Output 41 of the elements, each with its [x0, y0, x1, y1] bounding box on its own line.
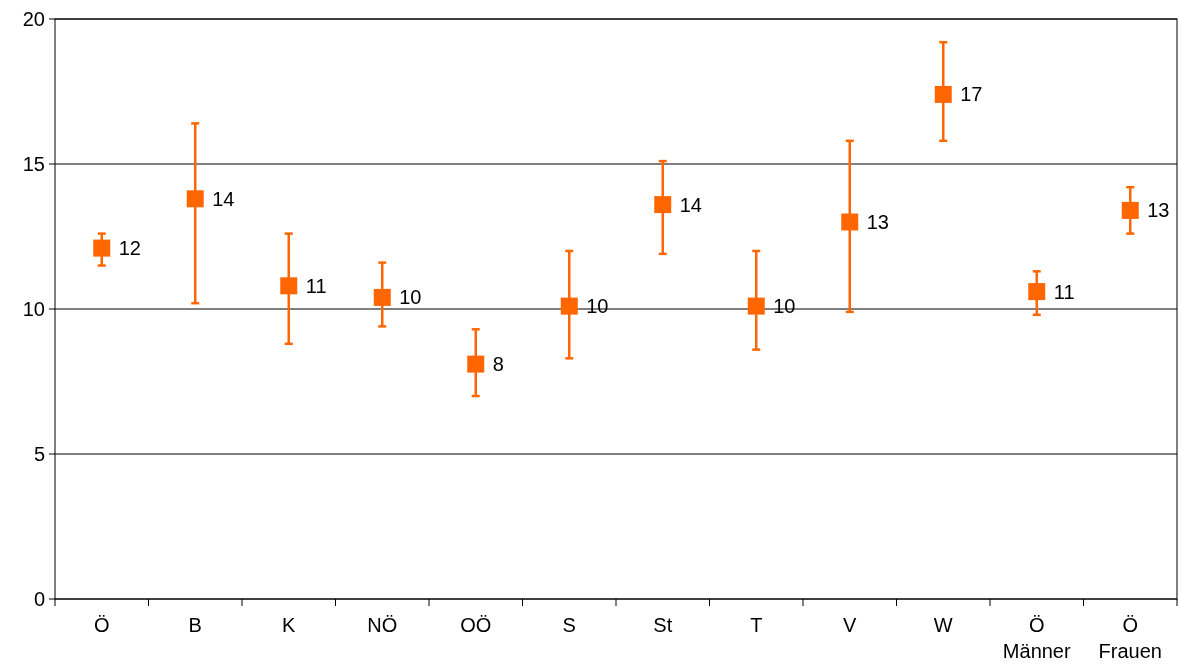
data-label: 10 — [773, 295, 796, 318]
data-label: 10 — [399, 286, 422, 309]
data-label: 17 — [960, 83, 983, 106]
x-tick-label: S — [562, 614, 576, 636]
x-tick-label: NÖ — [367, 614, 398, 636]
point — [186, 190, 204, 208]
point — [1121, 201, 1139, 219]
x-tick-label: OÖ — [460, 614, 492, 636]
point — [373, 288, 391, 306]
data-label: 10 — [586, 295, 609, 318]
x-tick-label: V — [843, 614, 858, 636]
point — [654, 196, 672, 214]
x-tick-label: T — [750, 614, 763, 636]
x-tick-label: St — [653, 614, 673, 636]
y-tick-label: 5 — [33, 443, 45, 465]
point — [841, 213, 859, 231]
point — [93, 239, 111, 257]
x-tick-label: B — [188, 614, 202, 636]
y-tick-label: 15 — [22, 153, 45, 175]
y-tick-label: 20 — [22, 8, 45, 30]
point — [934, 85, 952, 103]
data-label: 13 — [866, 211, 889, 233]
point — [747, 297, 765, 315]
data-label: 12 — [118, 237, 141, 260]
point — [560, 297, 578, 315]
x-tick-label: Ö — [93, 614, 110, 636]
data-label: 11 — [1053, 280, 1075, 303]
data-label: 14 — [212, 187, 235, 210]
y-tick-label: 0 — [33, 588, 45, 610]
point — [467, 355, 485, 373]
point — [280, 277, 298, 295]
y-tick-label: 10 — [22, 298, 45, 320]
data-label: 13 — [1147, 199, 1170, 222]
data-label: 14 — [679, 193, 702, 216]
x-tick-label: Ö Frauen — [1098, 614, 1162, 662]
data-label: 8 — [492, 353, 504, 376]
x-tick-label: Ö Männer — [1002, 614, 1071, 662]
x-tick-label: W — [933, 614, 953, 636]
point — [1028, 283, 1046, 301]
x-tick-label: K — [282, 614, 297, 636]
data-label: 11 — [305, 274, 327, 297]
